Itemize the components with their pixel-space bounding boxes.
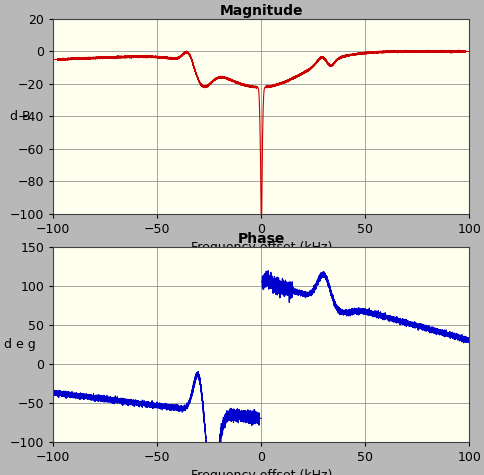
Y-axis label: d e g: d e g: [4, 338, 36, 351]
X-axis label: Frequency offset (kHz): Frequency offset (kHz): [191, 469, 332, 475]
Title: Phase: Phase: [238, 232, 285, 246]
Title: Magnitude: Magnitude: [220, 4, 303, 18]
Y-axis label: d B: d B: [10, 110, 30, 123]
X-axis label: Frequency offset (kHz): Frequency offset (kHz): [191, 241, 332, 254]
